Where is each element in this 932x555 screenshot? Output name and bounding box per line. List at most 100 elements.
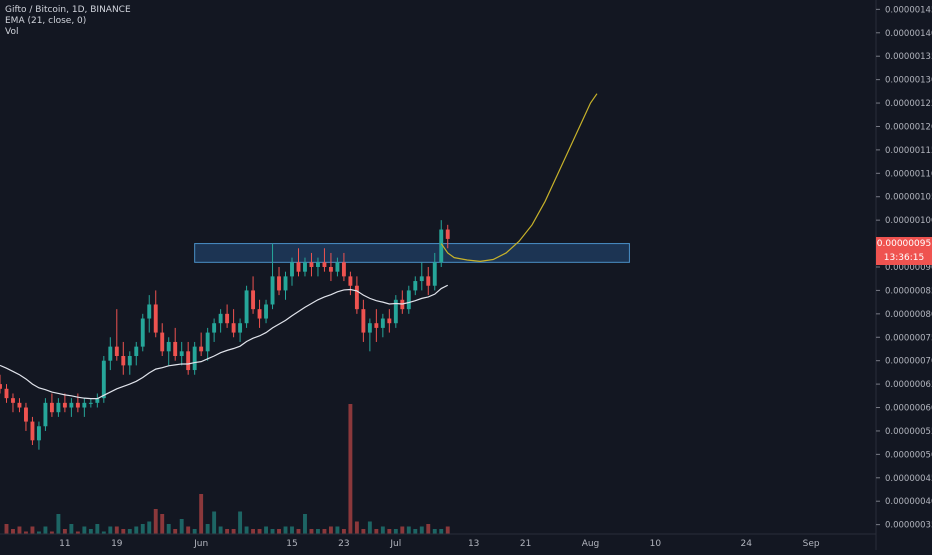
candle-body <box>30 421 35 441</box>
volume-bar <box>101 531 106 534</box>
volume-bar <box>30 526 35 534</box>
volume-bar <box>264 526 268 534</box>
candle-body <box>95 398 100 403</box>
volume-bar <box>108 526 113 534</box>
candle-body <box>121 356 126 366</box>
volume-bar <box>173 529 178 534</box>
candle-body <box>108 346 113 361</box>
time-tick-label: 19 <box>111 539 123 549</box>
candle-body <box>413 281 418 291</box>
volume-bar <box>134 526 139 534</box>
price-tick-label: 0.00000090 <box>885 263 932 273</box>
candle-body <box>348 276 353 286</box>
volume-bar <box>212 511 217 534</box>
volume-bar <box>380 526 385 534</box>
price-tick-label: 0.00000075 <box>885 333 932 343</box>
volume-indicator-label[interactable]: Vol <box>5 27 19 37</box>
volume-bar <box>426 524 431 534</box>
candle-body <box>257 309 262 319</box>
candle-body <box>160 332 165 352</box>
symbol-title[interactable]: Gifto / Bitcoin, 1D, BINANCE <box>5 5 131 15</box>
time-tick-label: Sep <box>803 539 820 549</box>
candle-body <box>264 304 268 319</box>
candle-body <box>380 318 385 328</box>
candle-body <box>199 346 204 352</box>
candle-body <box>212 323 217 333</box>
candle-body <box>192 346 197 371</box>
candle-body <box>75 402 80 408</box>
price-tick-label: 0.00000140 <box>885 29 932 39</box>
price-tick-label: 0.00000120 <box>885 122 932 132</box>
ema-indicator-label[interactable]: EMA (21, close, 0) <box>5 16 87 26</box>
candle-body <box>205 332 210 352</box>
volume-bar <box>439 529 444 534</box>
volume-bar <box>88 529 93 534</box>
price-tick-label: 0.00000135 <box>885 52 932 62</box>
volume-bar <box>238 511 243 534</box>
volume-bar <box>140 524 145 534</box>
candle-body <box>179 351 184 356</box>
candle-body <box>322 262 327 267</box>
candle-body <box>419 276 424 282</box>
volume-bar <box>348 404 353 534</box>
candle-body <box>335 262 340 272</box>
candle-body <box>406 290 411 310</box>
volume-bar <box>290 526 294 534</box>
candle-body <box>127 356 132 366</box>
price-tick-label: 0.00000060 <box>885 404 932 414</box>
volume-bar <box>406 526 411 534</box>
candle-body <box>225 313 230 324</box>
candle-body <box>166 341 171 352</box>
candle-body <box>328 267 333 272</box>
candle-body <box>101 360 106 399</box>
candle-body <box>296 262 301 272</box>
candle-body <box>11 398 15 403</box>
volume-bar <box>316 529 320 534</box>
price-tick-label: 0.00000080 <box>885 310 932 320</box>
candle-body <box>173 341 178 356</box>
price-tick-label: 0.00000040 <box>885 497 932 507</box>
volume-bar <box>4 524 9 534</box>
candle-body <box>147 304 152 319</box>
volume-bar <box>75 531 80 534</box>
candle-body <box>251 290 256 310</box>
candle-body <box>17 402 22 408</box>
volume-bar <box>367 521 372 534</box>
candle-body <box>303 262 307 272</box>
volume-bar <box>114 526 119 534</box>
ema-line <box>0 284 449 400</box>
volume-bar <box>56 514 61 534</box>
volume-bar <box>192 529 197 534</box>
bar-countdown-tag: 13:36:15 <box>876 251 932 265</box>
last-price-tag: 0.00000095 <box>876 237 932 251</box>
volume-bar <box>296 529 301 534</box>
candle-body <box>432 262 437 286</box>
time-tick-label: 15 <box>286 539 297 549</box>
volume-bar <box>43 526 48 534</box>
volume-bar <box>179 519 184 534</box>
candle-body <box>62 402 67 408</box>
volume-bar <box>374 529 379 534</box>
volume-bar <box>354 521 359 534</box>
candle-body <box>114 346 119 356</box>
volume-bar <box>393 529 398 534</box>
candle-body <box>140 318 145 347</box>
volume-bar <box>387 529 392 534</box>
volume-bar <box>166 524 171 534</box>
candle-body <box>277 276 281 291</box>
price-tick-label: 0.00000035 <box>885 521 932 531</box>
volume-bar <box>153 509 158 534</box>
candle-body <box>56 402 61 413</box>
price-tick-label: 0.00000105 <box>885 193 932 203</box>
price-tick-label: 0.00000050 <box>885 450 932 460</box>
volume-bar <box>127 529 132 534</box>
time-tick-label: Jun <box>193 539 208 549</box>
candle-body <box>69 402 74 408</box>
volume-bar <box>244 526 249 534</box>
candle-body <box>354 285 359 310</box>
volume-bar <box>335 526 340 534</box>
candle-body <box>0 384 2 389</box>
candle-body <box>309 262 314 267</box>
